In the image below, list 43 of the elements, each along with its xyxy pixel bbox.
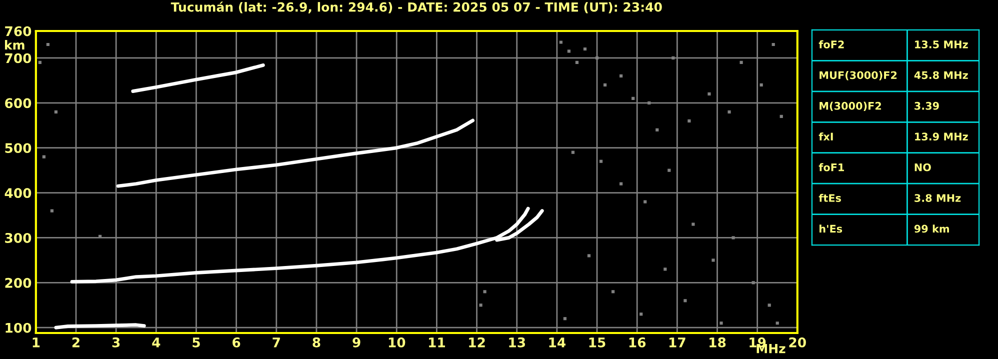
text: h'Es bbox=[820, 224, 842, 233]
text: 3.8 MHz bbox=[914, 194, 961, 202]
x-tick-label: 17 bbox=[669, 338, 686, 348]
y-tick-label: 500 bbox=[5, 143, 32, 154]
x-tick-label: 12 bbox=[469, 337, 485, 348]
y-tick-label: 100 bbox=[6, 322, 32, 333]
text: 13.9 MHz bbox=[915, 132, 968, 141]
x-tick-label: 14 bbox=[549, 338, 566, 348]
x-tick-label: 16 bbox=[629, 337, 646, 348]
text: foF2 bbox=[818, 40, 844, 48]
x-tick-label: 10 bbox=[388, 337, 406, 348]
chart-title: Tucumán (lat: -26.9, lon: 294.6) - DATE: 2025 05 07 - TIME (UT): 23:40 bbox=[170, 2, 662, 14]
text: 99 km bbox=[914, 224, 949, 233]
text: fxI bbox=[818, 132, 833, 140]
text: 45.8 MHz bbox=[914, 71, 968, 80]
text: ftEs bbox=[818, 194, 841, 202]
y-tick-label: 300 bbox=[5, 232, 32, 243]
y-tick-label: 760 bbox=[5, 26, 32, 36]
x-tick-label: 7 bbox=[272, 338, 280, 348]
text: 13.5 MHz bbox=[915, 40, 968, 48]
x-tick-label: 5 bbox=[192, 338, 200, 348]
y-axis-title: km bbox=[4, 40, 24, 50]
x-tick-label: 9 bbox=[352, 337, 360, 348]
x-tick-label: 15 bbox=[589, 338, 606, 348]
x-tick-label: 1 bbox=[32, 338, 40, 348]
text: M(3000)F2 bbox=[820, 102, 881, 112]
x-tick-label: 8 bbox=[312, 337, 320, 348]
y-tick-label: 200 bbox=[5, 278, 32, 288]
x-tick-label: 11 bbox=[429, 338, 445, 348]
text: foF1 bbox=[818, 163, 844, 172]
y-tick-label: 700 bbox=[5, 53, 32, 64]
x-tick-label: 6 bbox=[232, 337, 240, 348]
text: 3.39 bbox=[914, 102, 939, 110]
x-tick-label: 2 bbox=[72, 337, 80, 348]
y-tick-label: 400 bbox=[4, 188, 32, 198]
x-tick-label: 13 bbox=[509, 337, 525, 348]
x-tick-label: 20 bbox=[789, 337, 806, 348]
y-tick-label: 600 bbox=[5, 98, 32, 108]
x-tick-label: 4 bbox=[152, 338, 160, 348]
text: MUF(3000)F2 bbox=[820, 71, 897, 80]
text: NO bbox=[914, 163, 931, 172]
x-tick-label: 18 bbox=[710, 337, 726, 348]
x-tick-label: 3 bbox=[112, 337, 120, 348]
